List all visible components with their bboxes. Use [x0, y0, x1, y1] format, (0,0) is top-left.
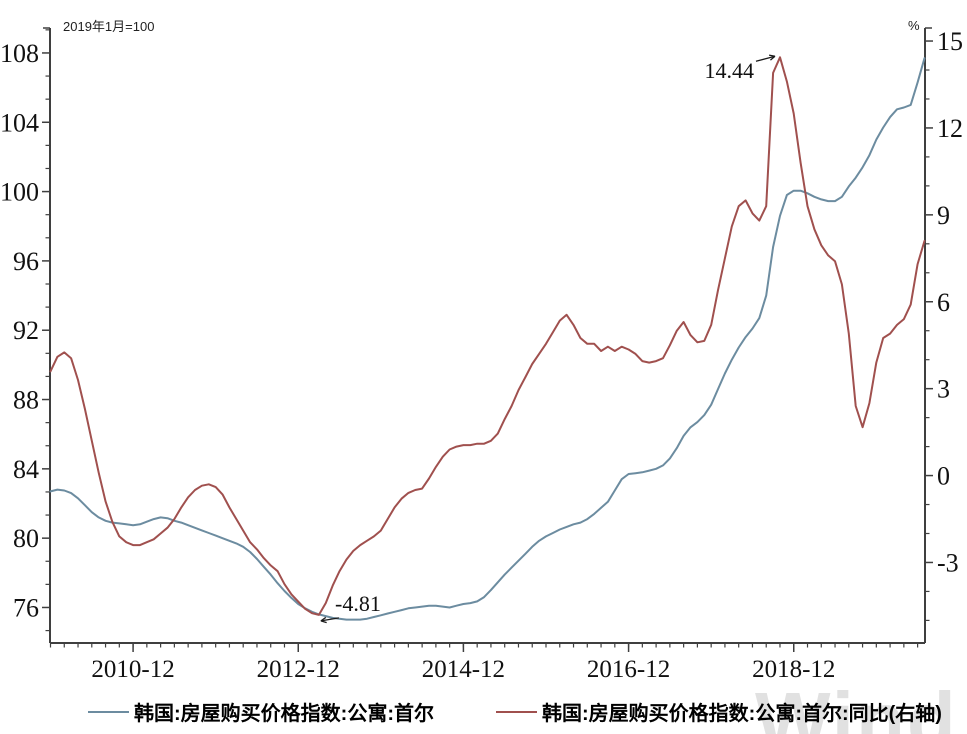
trough-arrow-head	[320, 616, 327, 622]
right-axis-tick-label: 6	[937, 288, 950, 317]
left-axis-tick-label: 76	[13, 593, 39, 622]
right-axis-tick-label: 9	[937, 201, 950, 230]
legend-item-seoul-index: 韩国:房屋购买价格指数:公寓:首尔	[88, 701, 434, 725]
left-axis-tick-label: 108	[0, 39, 39, 68]
wind-watermark: Wind	[755, 676, 958, 734]
left-axis-tick-label: 84	[13, 455, 39, 484]
annotation-arrows	[320, 54, 776, 624]
series-lines	[49, 56, 926, 621]
peak-arrow-head	[769, 55, 776, 61]
annotation-trough-value: -4.81	[335, 591, 381, 616]
trough-arrow-head	[320, 620, 327, 624]
x-axis-tick-label: 2018-12	[752, 656, 835, 683]
x-axis-tick-label: 2016-12	[587, 656, 670, 683]
right-axis-unit-label: %	[908, 18, 920, 33]
left-axis-tick-label: 92	[13, 316, 39, 345]
left-axis-tick-label: 88	[13, 386, 39, 415]
left-axis-tick-label: 96	[13, 247, 39, 276]
x-axis-tick-label: 2012-12	[257, 656, 340, 683]
right-axis-tick-label: 3	[937, 375, 950, 404]
x-axis-tick-label: 2014-12	[422, 656, 505, 683]
trough-arrow	[320, 617, 340, 622]
legend-item-seoul-yoy: 韩国:房屋购买价格指数:公寓:首尔:同比(右轴)	[496, 701, 942, 725]
annotation-peak-value: 14.44	[705, 58, 755, 83]
right-axis-tick-label: 15	[937, 27, 963, 56]
axes: 76 80 84 88 92 96 100 104 108 -3 0 3 6 9 12 15 2010-12 20…	[0, 27, 963, 683]
right-axis-tick-label: -3	[937, 548, 959, 577]
x-axis-tick-label: 2010-12	[91, 656, 174, 683]
peak-arrow	[755, 55, 776, 62]
legend: 韩国:房屋购买价格指数:公寓:首尔 韩国:房屋购买价格指数:公寓:首尔:同比(右…	[88, 701, 942, 725]
legend-label-seoul-index: 韩国:房屋购买价格指数:公寓:首尔	[134, 701, 434, 725]
index-base-note: 2019年1月=100	[63, 19, 154, 34]
peak-arrow-head	[768, 54, 776, 57]
right-axis-tick-label: 12	[937, 114, 963, 143]
left-axis-tick-label: 80	[13, 524, 39, 553]
series-line-seoul-yoy	[49, 56, 926, 616]
legend-label-seoul-yoy: 韩国:房屋购买价格指数:公寓:首尔:同比(右轴)	[542, 701, 942, 725]
series-line-seoul-index	[49, 57, 926, 621]
left-axis-tick-label: 100	[0, 178, 39, 207]
right-axis-tick-label: 0	[937, 462, 950, 491]
left-axis-tick-label: 104	[0, 108, 39, 137]
